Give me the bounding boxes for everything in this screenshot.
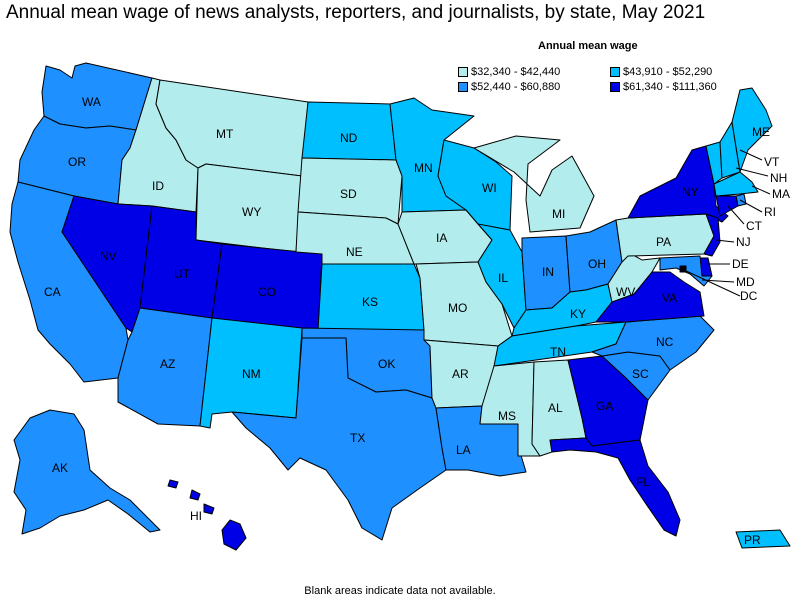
- label-CT: CT: [746, 219, 763, 233]
- label-PA: PA: [656, 235, 671, 249]
- state-NC[interactable]: [591, 315, 715, 371]
- label-MS: MS: [498, 409, 516, 423]
- footnote: Blank areas indicate data not available.: [304, 585, 496, 597]
- legend-item-class-2: $43,910 - $52,290: [610, 66, 712, 78]
- label-UT: UT: [174, 267, 191, 281]
- label-VA: VA: [662, 291, 677, 305]
- label-KS: KS: [362, 295, 378, 309]
- label-MA: MA: [772, 187, 790, 201]
- legend-item-class-1: $32,340 - $42,440: [458, 66, 560, 78]
- label-SD: SD: [340, 187, 357, 201]
- legend-item-class-3: $52,440 - $60,880: [458, 81, 560, 93]
- label-NE: NE: [346, 245, 363, 259]
- label-WA: WA: [82, 95, 101, 109]
- label-MD: MD: [736, 275, 755, 289]
- label-TN: TN: [550, 345, 566, 359]
- label-NC: NC: [656, 335, 674, 349]
- label-OR: OR: [68, 155, 86, 169]
- legend-swatch-class-3: [458, 82, 468, 92]
- dc-marker: [680, 266, 686, 272]
- leader-lines: [683, 149, 771, 297]
- label-NH: NH: [770, 171, 787, 185]
- label-OK: OK: [378, 357, 395, 371]
- label-PR: PR: [744, 533, 761, 547]
- label-IL: IL: [498, 271, 508, 285]
- legend-swatch-class-1: [458, 67, 468, 77]
- label-SC: SC: [632, 367, 649, 381]
- label-RI: RI: [764, 205, 776, 219]
- state-NM[interactable]: [199, 317, 303, 429]
- state-AK[interactable]: [13, 409, 161, 535]
- label-ID: ID: [152, 179, 164, 193]
- legend-item-class-4: $61,340 - $111,360: [610, 81, 717, 93]
- label-IN: IN: [542, 265, 554, 279]
- label-WY: WY: [242, 205, 261, 219]
- state-CT[interactable]: [715, 195, 739, 217]
- legend-swatch-class-2: [610, 67, 620, 77]
- label-ND: ND: [340, 131, 358, 145]
- label-DC: DC: [740, 289, 758, 303]
- map-title: Annual mean wage of news analysts, repor…: [6, 2, 706, 23]
- label-HI: HI: [190, 509, 202, 523]
- legend-label-class-2: $43,910 - $52,290: [623, 66, 713, 78]
- label-TX: TX: [350, 431, 365, 445]
- label-NY: NY: [682, 185, 699, 199]
- state-TX[interactable]: [231, 337, 447, 541]
- label-OH: OH: [588, 257, 606, 271]
- label-WV: WV: [616, 285, 635, 299]
- label-NJ: NJ: [736, 235, 751, 249]
- label-WI: WI: [482, 181, 497, 195]
- legend-swatch-class-4: [610, 82, 620, 92]
- state-MI[interactable]: [473, 135, 595, 233]
- label-MT: MT: [216, 127, 234, 141]
- label-AK: AK: [52, 461, 68, 475]
- label-IA: IA: [436, 231, 447, 245]
- state-FL[interactable]: [549, 437, 681, 537]
- label-MN: MN: [414, 161, 433, 175]
- label-MO: MO: [448, 301, 467, 315]
- legend-label-class-4: $61,340 - $111,360: [623, 81, 717, 93]
- label-CO: CO: [258, 285, 276, 299]
- label-AL: AL: [548, 401, 563, 415]
- label-AZ: AZ: [160, 357, 175, 371]
- label-LA: LA: [456, 443, 471, 457]
- label-KY: KY: [570, 307, 586, 321]
- label-CA: CA: [44, 285, 61, 299]
- label-NV: NV: [100, 249, 117, 263]
- label-MI: MI: [552, 207, 565, 221]
- legend-label-class-1: $32,340 - $42,440: [471, 66, 561, 78]
- legend-label-class-3: $52,440 - $60,880: [471, 81, 561, 93]
- state-PR[interactable]: [735, 529, 791, 549]
- state-IL[interactable]: [477, 223, 527, 329]
- label-ME: ME: [752, 125, 770, 139]
- label-VT: VT: [764, 155, 780, 169]
- legend-title: Annual mean wage: [538, 40, 638, 52]
- label-NM: NM: [242, 367, 261, 381]
- state-HI[interactable]: [167, 479, 247, 551]
- state-labels: WA OR CA ID NV MT WY UT CO AZ NM ND SD N…: [44, 95, 790, 547]
- state-NJ[interactable]: [703, 213, 721, 257]
- label-GA: GA: [596, 399, 613, 413]
- label-FL: FL: [636, 475, 650, 489]
- label-DE: DE: [732, 257, 749, 271]
- label-AR: AR: [452, 367, 469, 381]
